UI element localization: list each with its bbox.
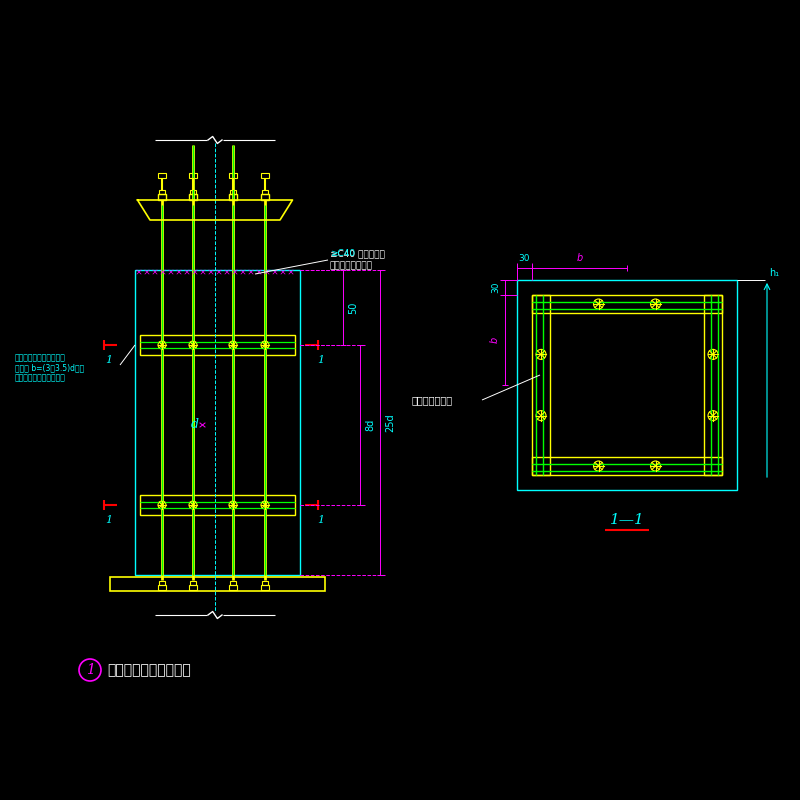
Text: d: d: [191, 418, 199, 431]
Bar: [189, 173, 197, 178]
Text: ≥C40: ≥C40: [330, 249, 355, 258]
Text: 锁栅固定架角锂: 锁栅固定架角锂: [412, 395, 453, 405]
Bar: [110, 577, 325, 591]
Text: 8d: 8d: [365, 419, 375, 431]
Text: b: b: [576, 253, 582, 263]
Bar: [532, 457, 722, 475]
Text: 混凝土或铁屑沙浆: 混凝土或铁屑沙浆: [330, 261, 373, 270]
Text: 1: 1: [318, 355, 325, 365]
Text: ≥C40 无收缩细石: ≥C40 无收缩细石: [330, 249, 385, 258]
Bar: [140, 495, 295, 515]
Bar: [190, 190, 196, 194]
Bar: [261, 585, 269, 590]
Text: 50: 50: [348, 302, 358, 314]
Bar: [261, 173, 269, 178]
Text: 1: 1: [106, 515, 113, 525]
Bar: [158, 194, 166, 200]
Text: 30: 30: [518, 254, 530, 263]
Bar: [261, 194, 269, 200]
Bar: [230, 581, 236, 585]
Text: 柱脚锚栓固定支架详图: 柱脚锚栓固定支架详图: [107, 663, 190, 677]
Text: 1: 1: [86, 663, 94, 677]
Bar: [229, 194, 237, 200]
Text: h₁: h₁: [769, 268, 779, 278]
Bar: [262, 581, 268, 585]
Bar: [704, 295, 722, 475]
Bar: [158, 585, 166, 590]
Bar: [189, 194, 197, 200]
Bar: [140, 335, 295, 355]
Bar: [190, 581, 196, 585]
Text: 30: 30: [491, 282, 500, 294]
Bar: [532, 295, 722, 313]
Bar: [135, 270, 300, 575]
Text: 厅取相应型号中之最厕者: 厅取相应型号中之最厕者: [15, 373, 66, 382]
Bar: [229, 585, 237, 590]
Bar: [517, 280, 737, 490]
Bar: [229, 173, 237, 178]
Bar: [158, 173, 166, 178]
Bar: [159, 190, 165, 194]
Bar: [230, 190, 236, 194]
Text: 1: 1: [318, 515, 325, 525]
Text: 锂肢宽 b=(3～3.5)d，厕: 锂肢宽 b=(3～3.5)d，厕: [15, 363, 84, 372]
Text: 25d: 25d: [385, 413, 395, 432]
Text: 1—1: 1—1: [610, 513, 644, 527]
Bar: [189, 585, 197, 590]
Bar: [159, 581, 165, 585]
Bar: [532, 295, 550, 475]
Text: 1: 1: [106, 355, 113, 365]
Text: 锁栅固定架角锂，通常角: 锁栅固定架角锂，通常角: [15, 353, 66, 362]
Text: b: b: [490, 337, 500, 343]
Bar: [262, 190, 268, 194]
